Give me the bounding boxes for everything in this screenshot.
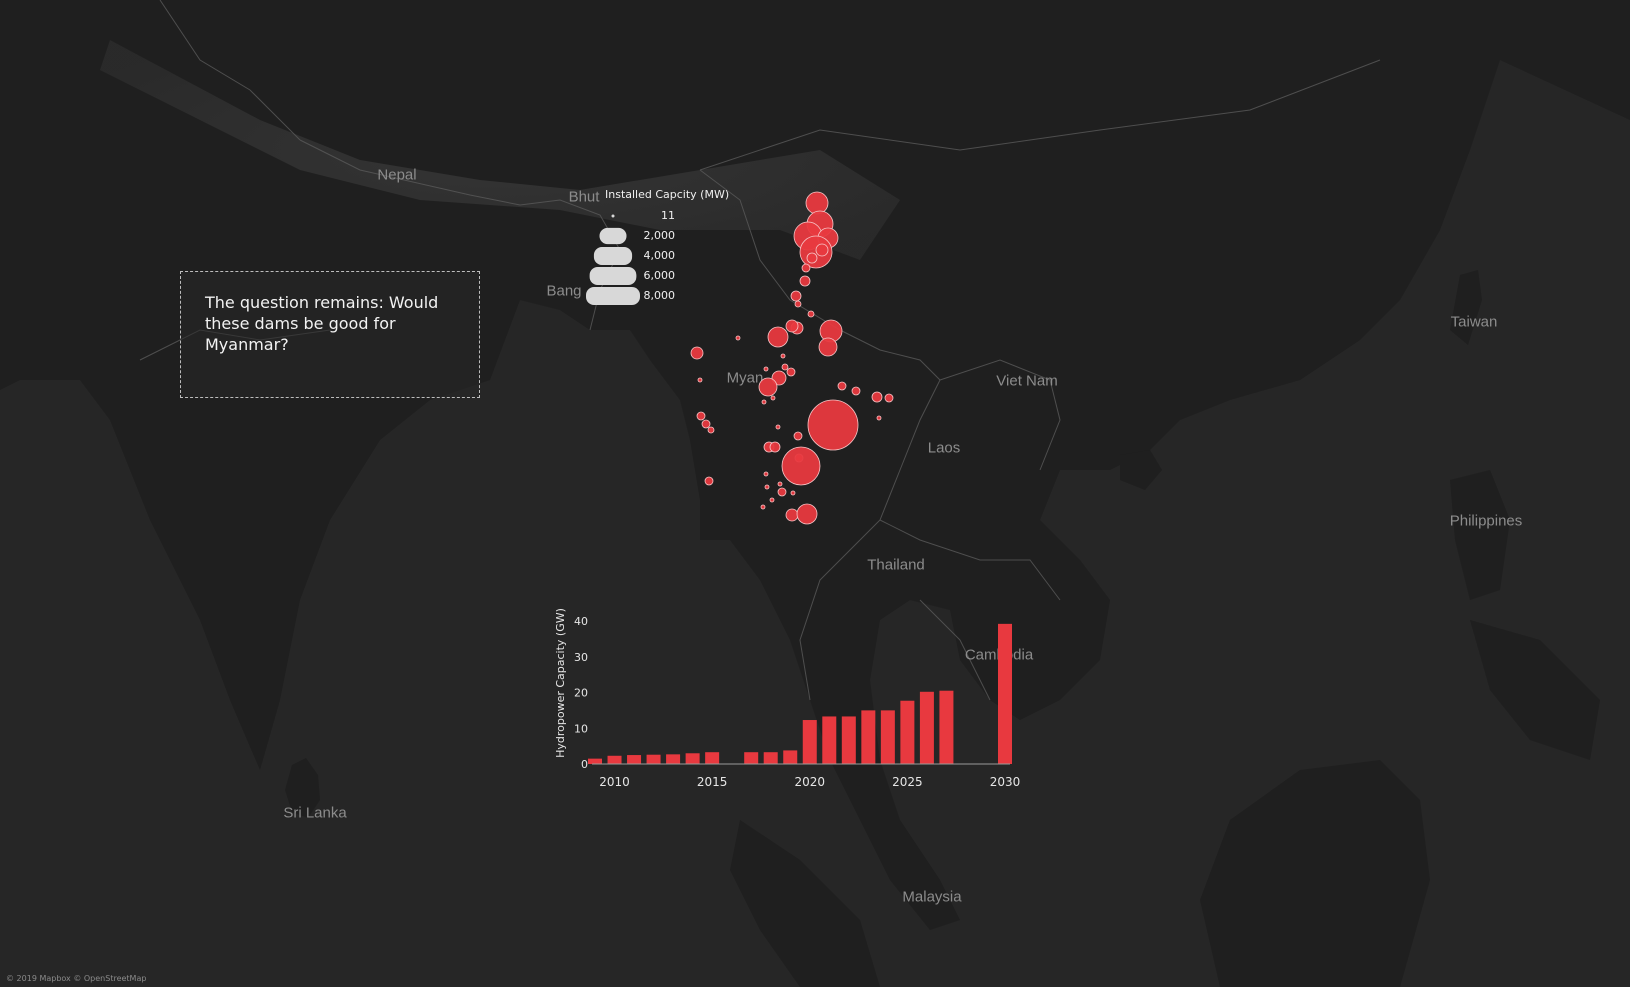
country-label-sri-lanka: Sri Lanka: [283, 804, 347, 822]
chart-bar[interactable]: [939, 690, 954, 764]
country-label-nepal: Nepal: [377, 166, 417, 184]
landmass-borneo: [1200, 760, 1430, 987]
size-legend-value: 8,000: [643, 289, 676, 302]
chart-bar[interactable]: [607, 755, 622, 764]
callout-box[interactable]: The question remains: Would these dams b…: [180, 271, 480, 398]
country-label-malaysia: Malaysia: [902, 888, 962, 906]
himalaya-relief: [100, 40, 900, 260]
chart-bar[interactable]: [919, 691, 934, 764]
chart-bar[interactable]: [588, 758, 602, 764]
chart-x-tick-label: 2020: [794, 775, 825, 789]
chart-bar[interactable]: [744, 752, 759, 764]
country-label-laos: Laos: [927, 439, 961, 457]
chart-y-tick-label: 40: [574, 615, 588, 628]
landmass-sumatra: [730, 820, 880, 987]
chart-x-tick-label: 2030: [990, 775, 1020, 789]
size-legend-shape: [611, 214, 615, 218]
chart-y-tick-label: 10: [574, 722, 588, 735]
landmass-hainan: [1120, 450, 1162, 490]
size-legend-value: 2,000: [643, 229, 676, 242]
size-legend: Installed Capcity (MW) 11 2,000 4,000 6,…: [575, 186, 745, 308]
size-legend-value: 11: [661, 209, 675, 222]
size-legend-value: 6,000: [643, 269, 676, 282]
landmass-philippines: [1450, 470, 1600, 760]
chart-bar[interactable]: [705, 752, 720, 764]
chart-bar[interactable]: [900, 700, 915, 764]
landmass-taiwan: [1450, 270, 1482, 345]
country-label-bhutan: Bhut: [568, 188, 600, 206]
chart-bar[interactable]: [841, 716, 856, 764]
country-label-myanmar: Myan: [726, 369, 764, 387]
size-legend-shape: [599, 227, 627, 245]
chart-y-axis-label: Hydropower Capacity (GW): [554, 608, 567, 758]
size-legend-value: 4,000: [643, 249, 676, 262]
chart-x-tick-label: 2010: [599, 775, 630, 789]
country-label-bangladesh: Bang: [546, 282, 582, 300]
chart-y-ticks: 0 10 20 30 40: [574, 615, 588, 771]
chart-bar[interactable]: [763, 752, 778, 764]
country-label-thailand: Thailand: [867, 556, 925, 574]
landmass-sri-lanka: [285, 758, 320, 818]
chart-bar[interactable]: [998, 623, 1012, 764]
chart-bar[interactable]: [666, 754, 681, 764]
country-label-philippines: Philippines: [1449, 512, 1523, 530]
size-legend-shape: [589, 267, 637, 285]
chart-bar[interactable]: [627, 755, 642, 764]
chart-bar[interactable]: [783, 750, 798, 764]
chart-x-tick-label: 2015: [697, 775, 728, 789]
map-attribution: © 2019 Mapbox © OpenStreetMap: [6, 974, 147, 983]
size-legend-shape: [593, 247, 633, 265]
chart-bars: [588, 623, 1012, 764]
chart-bar[interactable]: [802, 720, 817, 764]
size-legend-shapes: [586, 214, 640, 305]
chart-bar[interactable]: [685, 753, 700, 764]
chart-y-tick-label: 0: [581, 758, 588, 771]
country-label-viet-nam: Viet Nam: [996, 372, 1058, 390]
chart-bar[interactable]: [861, 710, 876, 764]
chart-y-tick-label: 30: [574, 651, 588, 664]
chart-y-tick-label: 20: [574, 687, 588, 700]
chart-bar[interactable]: [880, 710, 895, 764]
country-label-taiwan: Taiwan: [1450, 313, 1498, 331]
callout-text: The question remains: Would these dams b…: [205, 293, 439, 354]
size-legend-title: Installed Capcity (MW): [605, 188, 730, 201]
chart-bar[interactable]: [646, 754, 661, 764]
chart-x-ticks: 2010 2015 2020 2025 2030: [599, 775, 1020, 789]
chart-x-tick-label: 2025: [892, 775, 923, 789]
size-legend-shape: [586, 287, 640, 305]
chart-bar[interactable]: [822, 716, 837, 764]
